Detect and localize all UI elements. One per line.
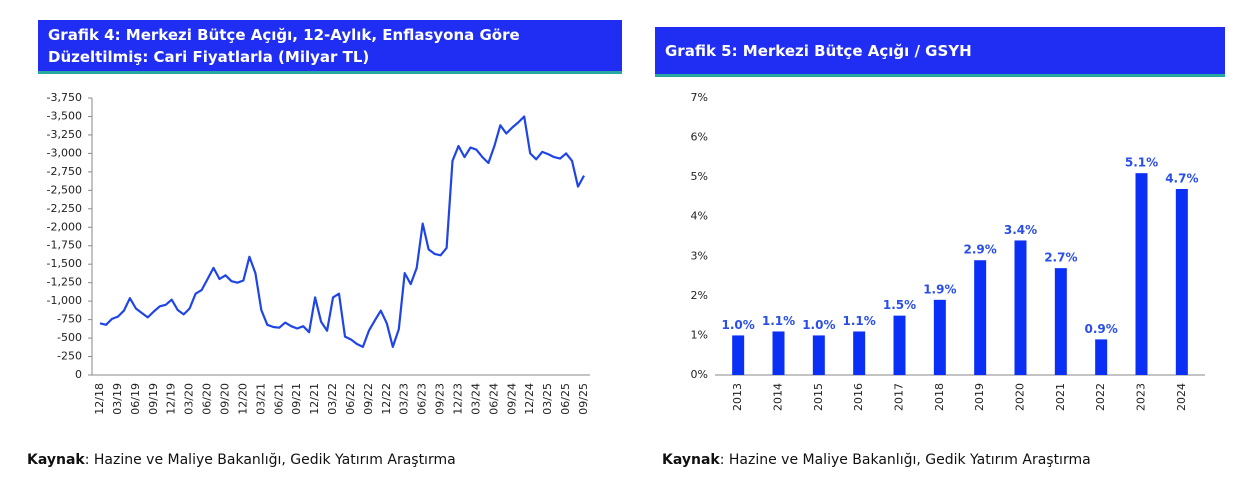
x-tick-label: 09/21 — [290, 383, 303, 415]
x-tick-label: 03/23 — [398, 383, 411, 415]
x-tick-label: 2023 — [1135, 383, 1148, 411]
y-tick-label: -3,250 — [47, 128, 82, 141]
x-tick-label: 03/21 — [254, 383, 267, 415]
y-tick-label: -750 — [57, 313, 82, 326]
y-tick-label: -3,000 — [47, 146, 82, 159]
value-label: 3.4% — [1004, 223, 1037, 237]
x-tick-label: 03/19 — [111, 383, 124, 415]
value-label: 0.9% — [1085, 322, 1118, 336]
x-tick-label: 09/20 — [218, 383, 231, 415]
bar — [732, 335, 745, 375]
y-tick-label: -250 — [57, 350, 82, 363]
x-tick-label: 2015 — [812, 383, 825, 411]
x-tick-label: 2019 — [973, 383, 986, 411]
value-label: 4.7% — [1165, 172, 1198, 186]
x-tick-label: 2014 — [772, 383, 785, 411]
x-tick-label: 09/24 — [505, 383, 518, 415]
x-tick-label: 06/22 — [344, 383, 357, 415]
y-tick-label: 2% — [691, 289, 708, 302]
x-tick-label: 12/23 — [452, 383, 465, 415]
charts: 0 -250 -500 -750 -1,000 -1,250 -1,500 -1,750 -2,… — [47, 91, 1205, 415]
value-label: 5.1% — [1125, 156, 1158, 170]
x-tick-label: 06/23 — [416, 383, 429, 415]
y-tick-label: 4% — [691, 210, 708, 223]
x-tick-label: 09/22 — [362, 383, 375, 415]
x-tick-label: 09/19 — [147, 383, 160, 415]
value-label: 2.7% — [1044, 251, 1077, 265]
y-tick-label: 1% — [691, 328, 708, 341]
bar — [812, 335, 825, 375]
x-tick-label: 2021 — [1054, 383, 1067, 411]
x-tick-label: 06/19 — [129, 383, 142, 415]
bar — [772, 331, 785, 375]
value-label: 1.9% — [923, 282, 956, 296]
y-tick-label: 0 — [75, 368, 82, 381]
y-tick-label: 6% — [691, 131, 708, 144]
value-label: 1.1% — [762, 314, 795, 328]
x-tick-label: 12/24 — [523, 383, 536, 415]
y-tick-label: -1,250 — [47, 276, 82, 289]
x-tick-label: 2022 — [1094, 383, 1107, 411]
x-tick-label: 2013 — [731, 383, 744, 411]
y-tick-label: -2,750 — [47, 165, 82, 178]
y-tick-label: 7% — [691, 91, 708, 104]
chart-title: Grafik 5: Merkezi Bütçe Açığı / GSYH — [655, 27, 1225, 77]
x-tick-label: 06/25 — [559, 383, 572, 415]
value-label: 1.0% — [722, 318, 755, 332]
x-tick-label: 2020 — [1014, 383, 1027, 411]
x-tick-label: 03/25 — [541, 383, 554, 415]
y-tick-label: -1,000 — [47, 294, 82, 307]
bar — [1095, 339, 1108, 375]
x-tick-label: 06/21 — [272, 383, 285, 415]
source-label: Kaynak — [27, 452, 85, 468]
source-label: Kaynak — [662, 452, 720, 468]
x-tick-label: 12/22 — [380, 383, 393, 415]
bar — [853, 331, 866, 375]
value-label: 1.0% — [802, 318, 835, 332]
x-tick-label: 06/24 — [487, 383, 500, 415]
x-tick-label: 2018 — [933, 383, 946, 411]
bar — [933, 299, 946, 375]
value-label: 1.1% — [843, 314, 876, 328]
chart-title: Grafik 4: Merkezi Bütçe Açığı, 12-Aylık,… — [38, 20, 622, 74]
x-tick-label: 09/25 — [577, 383, 590, 415]
value-label: 1.5% — [883, 298, 916, 312]
y-tick-label: -2,000 — [47, 220, 82, 233]
bar — [1135, 173, 1148, 375]
bar — [974, 260, 987, 375]
bar — [893, 315, 906, 375]
source-text: : Hazine ve Maliye Bakanlığı, Gedik Yatı… — [84, 452, 456, 468]
x-tick-label: 03/20 — [183, 383, 196, 415]
x-tick-label: 12/18 — [93, 383, 106, 415]
source-text: : Hazine ve Maliye Bakanlığı, Gedik Yatı… — [719, 452, 1091, 468]
y-tick-label: 5% — [691, 170, 708, 183]
bar — [1175, 189, 1188, 375]
line — [99, 115, 585, 348]
x-tick-label: 12/21 — [308, 383, 321, 415]
x-tick-label: 2017 — [893, 383, 906, 411]
bar — [1054, 268, 1067, 375]
x-tick-label: 09/23 — [434, 383, 447, 415]
bar — [1014, 240, 1027, 375]
y-tick-label: -2,500 — [47, 183, 82, 196]
x-tick-label: 03/22 — [326, 383, 339, 415]
source: Kaynak: Hazine ve Maliye Bakanlığı, Gedi… — [27, 452, 456, 468]
y-tick-label: -3,750 — [47, 91, 82, 104]
y-tick-label: -500 — [57, 331, 82, 344]
y-tick-label: 0% — [691, 368, 708, 381]
value-label: 2.9% — [964, 243, 997, 257]
y-tick-label: 3% — [691, 249, 708, 262]
x-tick-label: 06/20 — [201, 383, 214, 415]
source: Kaynak: Hazine ve Maliye Bakanlığı, Gedi… — [662, 452, 1091, 468]
y-tick-label: -2,250 — [47, 202, 82, 215]
x-tick-label: 2024 — [1175, 383, 1188, 411]
x-tick-label: 12/19 — [165, 383, 178, 415]
x-tick-label: 2016 — [852, 383, 865, 411]
y-tick-label: -1,500 — [47, 257, 82, 270]
y-tick-label: -3,500 — [47, 109, 82, 122]
y-tick-label: -1,750 — [47, 239, 82, 252]
x-tick-label: 03/24 — [469, 383, 482, 415]
x-tick-label: 12/20 — [236, 383, 249, 415]
